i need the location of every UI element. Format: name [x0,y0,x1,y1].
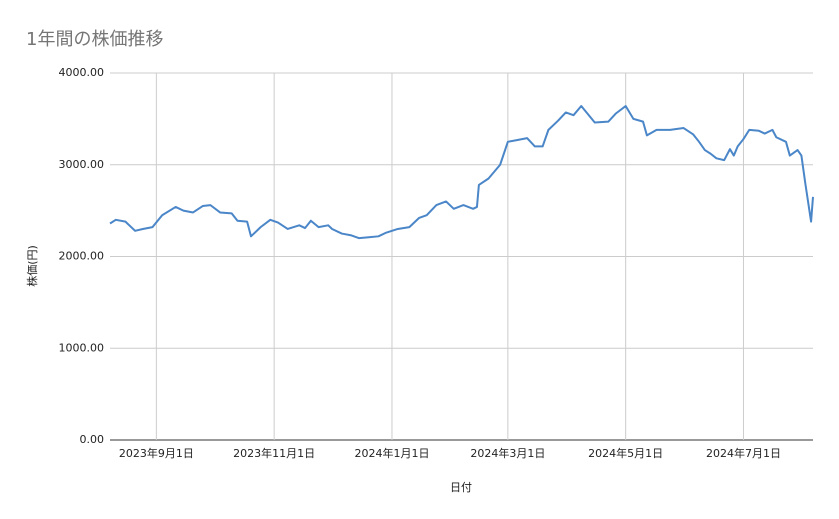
x-tick-label: 2023年11月1日 [233,446,315,460]
y-tick-label: 4000.00 [59,66,105,79]
x-axis-label: 日付 [450,481,472,494]
x-tick-label: 2023年9月1日 [119,446,194,460]
chart-title: 1年間の株価推移 [26,29,163,50]
y-tick-label: 0.00 [80,433,105,446]
x-tick-label: 2024年3月1日 [470,446,545,460]
y-axis-label: 株価(円) [25,245,39,287]
x-tick-label: 2024年7月1日 [706,446,781,460]
x-tick-label: 2024年1月1日 [354,446,429,460]
price-line [109,105,814,240]
x-tick-label: 2024年5月1日 [588,446,663,460]
y-tick-label: 1000.00 [59,341,105,354]
y-tick-label: 3000.00 [59,158,105,171]
y-tick-label: 2000.00 [59,250,105,263]
